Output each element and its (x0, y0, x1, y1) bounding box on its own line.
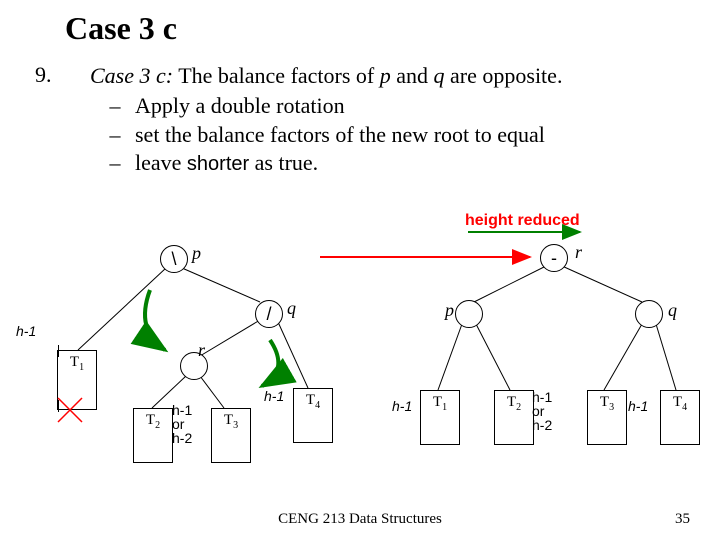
tbox-t2-left: T2 (133, 408, 173, 463)
label-r-right: r (575, 242, 582, 263)
h1-label-t1-right: h-1 (392, 398, 412, 414)
tbox-t4-left: T4 (293, 388, 333, 443)
tbox-t3-left: T3 (211, 408, 251, 463)
bullet-row: –Apply a double rotation (95, 92, 545, 121)
desc-and: and (391, 63, 434, 88)
desc-tail: are opposite. (445, 63, 563, 88)
tbox-t4-right: T4 (660, 390, 700, 445)
node-p-left: \ (160, 245, 188, 273)
node-r-right: - (540, 244, 568, 272)
tbox-t3-right: T3 (587, 390, 627, 445)
node-q-left: / (255, 300, 283, 328)
bullet-row: –leave shorter as true. (95, 149, 545, 178)
label-q-left: q (287, 298, 296, 319)
bullet-1: Apply a double rotation (135, 92, 345, 121)
h1-label-t4-left: h-1 (264, 388, 284, 404)
bullet-list: –Apply a double rotation –set the balanc… (95, 92, 545, 178)
h1or2-label-right: h-1orh-2 (532, 390, 552, 432)
tbox-t1-right: T1 (420, 390, 460, 445)
node-p-right (455, 300, 483, 328)
footer-center: CENG 213 Data Structures (0, 511, 720, 528)
desc-rest: The balance factors of (173, 63, 380, 88)
tbox-t2-right: T2 (494, 390, 534, 445)
description: Case 3 c: The balance factors of p and q… (90, 62, 562, 91)
label-p-left: p (192, 243, 201, 264)
h1or2-label-left: h-1orh-2 (172, 403, 192, 445)
list-number: 9. (35, 62, 52, 88)
cross-icon (56, 396, 84, 424)
slide-title: Case 3 c (65, 10, 177, 47)
bullet-2: set the balance factors of the new root … (135, 121, 545, 150)
label-p-right: p (445, 300, 454, 321)
slide-number: 35 (675, 511, 690, 528)
label-r-left: r (198, 340, 205, 361)
h1-label-t1-left: h-1 (16, 323, 36, 339)
bullet-3: leave shorter as true. (135, 149, 318, 178)
height-reduced-label: height reduced (465, 212, 580, 230)
bullet-row: –set the balance factors of the new root… (95, 121, 545, 150)
desc-p: p (380, 63, 391, 88)
h1-label-t3-right: h-1 (628, 398, 648, 414)
label-q-right: q (668, 300, 677, 321)
desc-q: q (434, 63, 445, 88)
desc-prefix: Case 3 c: (90, 63, 173, 88)
node-q-right (635, 300, 663, 328)
